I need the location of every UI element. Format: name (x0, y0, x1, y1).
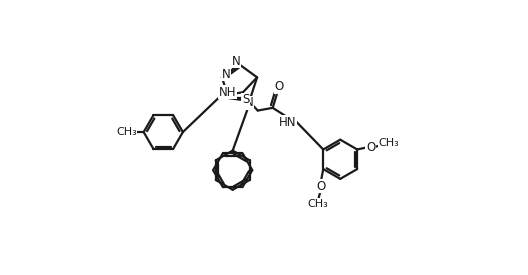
Text: N: N (244, 97, 253, 109)
Text: CH₃: CH₃ (116, 127, 137, 137)
Text: N: N (232, 55, 240, 68)
Text: NH: NH (219, 86, 236, 98)
Text: CH₃: CH₃ (307, 199, 328, 209)
Text: N: N (222, 68, 230, 81)
Text: O: O (366, 141, 375, 153)
Text: O: O (275, 80, 284, 93)
Text: HN: HN (279, 116, 296, 129)
Text: CH₃: CH₃ (379, 138, 399, 148)
Text: S: S (242, 93, 249, 106)
Text: O: O (316, 180, 326, 193)
